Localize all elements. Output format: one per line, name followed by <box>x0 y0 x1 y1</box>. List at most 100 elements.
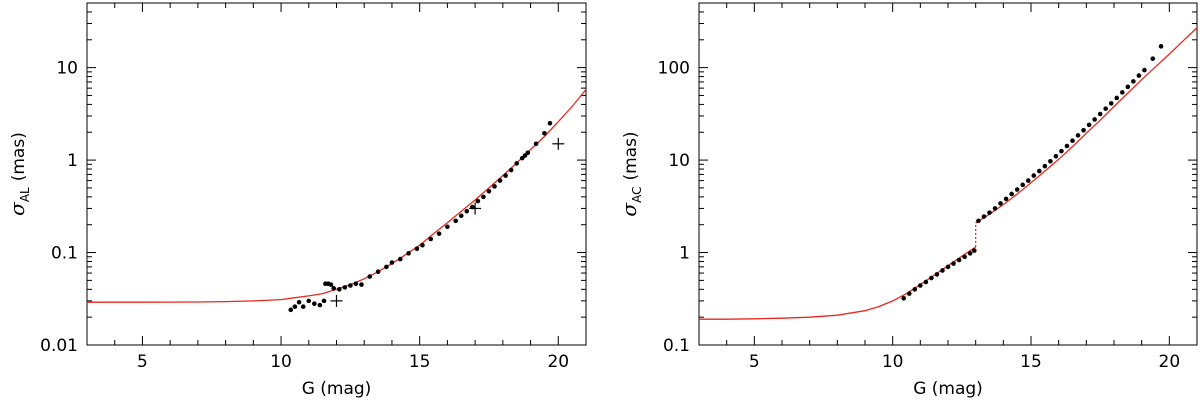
y-axis-label: σAL (mas) <box>5 132 32 216</box>
data-point <box>406 251 411 256</box>
y-tick-label: 100 <box>658 59 690 79</box>
data-point <box>296 299 302 305</box>
data-point <box>1150 56 1156 61</box>
data-point <box>1014 187 1020 192</box>
model-curve <box>975 27 1197 224</box>
data-point <box>1158 44 1164 49</box>
x-tick-label: 5 <box>137 352 148 372</box>
data-point <box>1092 117 1097 122</box>
data-point <box>1031 173 1037 178</box>
data-point <box>981 214 987 219</box>
x-axis-label: G (mag) <box>913 379 983 399</box>
data-point <box>951 261 956 266</box>
chart-left-sigma-al: 5 10 15 20 0.01 0.1 1 10 G (mag) σAL (mas) <box>5 2 587 399</box>
y-tick-label: 10 <box>668 151 690 171</box>
data-point <box>497 178 503 183</box>
data-point <box>445 224 450 230</box>
chart-right-sigma-ac: 5 10 15 20 0.1 1 10 100 G (mag) σAC (mas) <box>617 2 1198 399</box>
data-point <box>292 304 298 309</box>
y-axis-label-subscript: AL <box>18 187 32 202</box>
data-point <box>1097 111 1103 117</box>
data-point <box>1125 84 1131 90</box>
data-point <box>312 301 317 306</box>
data-point <box>962 254 967 260</box>
y-tick-label: 0.01 <box>40 336 78 356</box>
model-curve <box>87 89 586 303</box>
data-point <box>992 206 998 211</box>
data-point <box>367 274 373 279</box>
data-point <box>414 246 420 252</box>
x-tick-label: 15 <box>1020 352 1042 372</box>
x-axis-label: G (mag) <box>302 379 372 399</box>
y-tick-label: 1 <box>679 244 690 264</box>
data-point <box>929 275 934 281</box>
x-tick-label: 20 <box>1159 352 1181 372</box>
data-point <box>384 264 389 270</box>
data-point <box>1064 143 1070 149</box>
y-tick-label: 1 <box>67 151 78 171</box>
data-point <box>1025 178 1031 183</box>
data-point <box>486 188 492 194</box>
data-point <box>389 260 395 265</box>
x-tick-label: 10 <box>270 352 292 372</box>
data-point <box>514 161 519 166</box>
data-point <box>940 268 945 273</box>
x-tick-label: 15 <box>409 352 431 372</box>
data-point <box>906 291 912 296</box>
data-point <box>397 256 403 262</box>
data-point <box>475 198 481 204</box>
data-point <box>1003 196 1009 202</box>
data-point <box>288 307 294 313</box>
data-point <box>1081 127 1086 133</box>
data-point <box>525 150 531 156</box>
data-point <box>428 236 434 242</box>
data-point <box>987 210 992 215</box>
data-point <box>436 231 442 236</box>
data-point <box>1120 90 1125 95</box>
data-point <box>945 264 951 270</box>
data-point <box>967 251 973 256</box>
data-point <box>1020 182 1025 188</box>
data-point <box>923 279 929 285</box>
x-tick-label: 10 <box>882 352 904 372</box>
data-point <box>328 282 334 287</box>
data-point <box>1048 159 1053 164</box>
data-point <box>1131 79 1136 84</box>
data-point <box>971 248 977 253</box>
data-point <box>458 213 464 219</box>
data-point <box>1042 163 1048 169</box>
data-point <box>998 201 1003 206</box>
data-point <box>342 285 348 290</box>
data-point <box>533 141 539 147</box>
data-point <box>353 281 359 287</box>
data-point <box>542 130 547 136</box>
data-point <box>317 302 323 308</box>
data-point <box>306 298 312 304</box>
data-point <box>1142 67 1147 73</box>
y-axis-label: σAC (mas) <box>617 131 644 216</box>
data-point <box>453 218 459 224</box>
plot-frame <box>86 2 587 346</box>
data-point <box>503 173 508 178</box>
data-point <box>348 283 353 288</box>
plus-marker <box>552 137 565 150</box>
data-point <box>1037 168 1042 174</box>
y-tick-label: 0.1 <box>51 244 78 264</box>
data-point <box>912 287 918 292</box>
data-point <box>1086 122 1092 128</box>
y-axis-label-symbol: σ <box>5 201 29 216</box>
y-tick-label: 10 <box>56 59 78 79</box>
data-point <box>300 304 306 309</box>
model-curve <box>699 246 977 320</box>
data-point <box>321 298 327 304</box>
y-axis-label-unit: (mas) <box>621 131 641 180</box>
data-point <box>976 218 981 224</box>
data-point <box>956 257 962 263</box>
data-point <box>1053 153 1059 159</box>
data-point <box>1108 101 1114 106</box>
data-point <box>1009 191 1014 197</box>
data-point <box>918 283 923 288</box>
data-point <box>1136 73 1142 78</box>
y-axis-label-subscript: AC <box>630 187 644 203</box>
